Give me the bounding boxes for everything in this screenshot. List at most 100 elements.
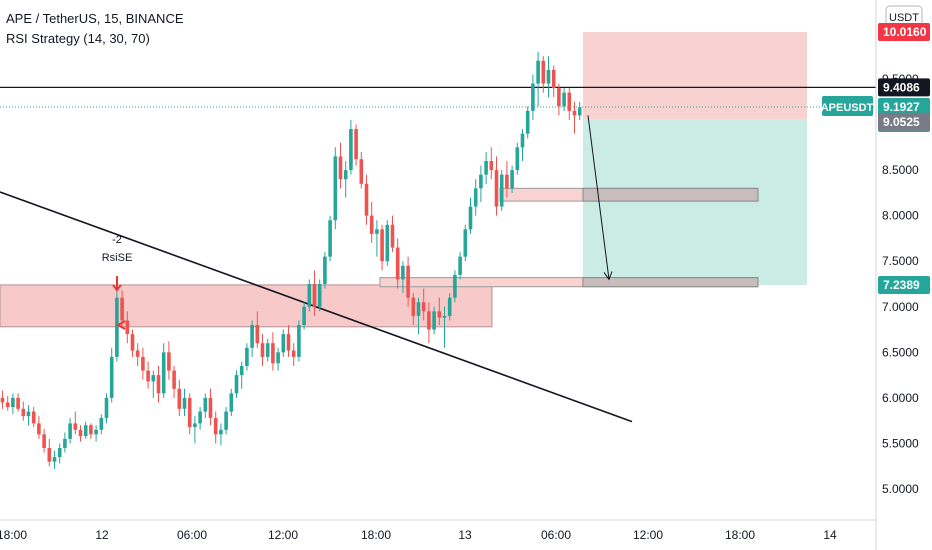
candle: [411, 293, 416, 326]
candle-body: [499, 174, 504, 207]
candle: [541, 56, 546, 93]
candle: [250, 320, 254, 357]
candle: [229, 388, 234, 417]
candle-body: [31, 411, 36, 424]
candle: [442, 306, 447, 348]
candle-body: [447, 297, 452, 316]
candle-body: [401, 265, 405, 280]
candle: [375, 220, 379, 257]
candle: [406, 256, 410, 307]
candle: [187, 393, 192, 435]
candle-body: [26, 411, 31, 417]
candle-body: [224, 411, 228, 430]
candle: [562, 88, 566, 111]
candle-body: [187, 397, 192, 428]
candle: [489, 147, 494, 180]
candle-body: [473, 188, 478, 207]
symbol-price-label: APEUSDT: [821, 96, 874, 117]
candle-body: [21, 408, 26, 417]
candle: [73, 411, 78, 435]
stop-loss-zone: [583, 32, 807, 120]
candle-body: [421, 302, 426, 312]
candle-body: [505, 174, 509, 189]
candle: [130, 329, 135, 357]
price-tick-label: 7.5000: [882, 254, 919, 268]
indicator-label[interactable]: RSI Strategy (14, 30, 70): [6, 31, 150, 46]
candle-body: [442, 315, 447, 318]
candle-body: [520, 133, 525, 148]
time-tick-label: 06:00: [541, 528, 571, 542]
candle-body: [437, 311, 442, 318]
candle-body: [245, 347, 249, 367]
target-price-tag-bg: [878, 276, 930, 295]
candle: [245, 343, 249, 371]
candle-body: [297, 325, 301, 357]
candle-body: [16, 397, 20, 409]
candle-body: [328, 220, 332, 257]
candle: [421, 288, 426, 321]
candle-body: [219, 429, 223, 435]
candle: [572, 101, 577, 134]
candle: [265, 338, 270, 362]
candle-body: [515, 147, 520, 171]
candle: [151, 370, 156, 398]
candle: [89, 423, 93, 439]
candle: [104, 393, 109, 424]
candle: [286, 325, 291, 357]
candle: [99, 414, 104, 435]
take-profit-price-tag: 10.0160: [878, 23, 930, 41]
candle: [432, 306, 436, 335]
signal-value: -2: [112, 234, 122, 246]
candle-body: [52, 457, 57, 462]
candle: [437, 297, 442, 326]
candle-body: [89, 425, 93, 435]
symbol-title: APE / TetherUS, 15, BINANCE: [6, 11, 184, 26]
candle: [146, 361, 150, 389]
candle: [37, 416, 41, 439]
candle-body: [510, 170, 514, 189]
candle-body: [193, 423, 197, 428]
candle: [520, 129, 525, 162]
candle-body: [0, 397, 5, 403]
candle: [328, 215, 332, 262]
candle: [369, 202, 374, 244]
candle-body: [354, 129, 358, 160]
price-tick-label: 8.5000: [882, 163, 919, 177]
candle: [16, 393, 20, 412]
time-tick-label: 12: [95, 528, 109, 542]
candle: [115, 284, 119, 362]
candle-body: [380, 229, 384, 262]
candle: [260, 334, 265, 367]
candle: [141, 347, 145, 380]
candle-body: [525, 110, 530, 134]
take-profit-price-tag-text: 10.0160: [883, 25, 927, 39]
candle-body: [213, 417, 218, 435]
candle-body: [115, 297, 119, 357]
resistance-price-tag-bg: [878, 78, 930, 97]
candle: [219, 423, 223, 446]
candle-body: [68, 423, 72, 439]
candle: [499, 170, 504, 212]
candle: [354, 124, 358, 166]
currency-button-label: USDT: [889, 12, 919, 24]
symbol-price-label-bg: [822, 96, 873, 117]
candle: [447, 293, 452, 321]
candle: [125, 311, 130, 344]
candle-body: [286, 334, 291, 351]
candle: [484, 151, 488, 184]
resistance-price-tag: 9.4086: [878, 78, 930, 97]
candle-body: [161, 352, 166, 394]
candle-body: [531, 83, 535, 111]
candle-body: [78, 429, 83, 437]
currency-button[interactable]: USDT: [885, 5, 923, 29]
time-tick-label: 13: [458, 528, 472, 542]
candle: [453, 270, 457, 303]
candle: [213, 411, 218, 444]
demand-zone-box: [0, 284, 493, 328]
price-tick-label: 8.0000: [882, 209, 919, 223]
candle: [307, 279, 312, 312]
candle: [546, 56, 551, 98]
candle-body: [83, 425, 88, 437]
